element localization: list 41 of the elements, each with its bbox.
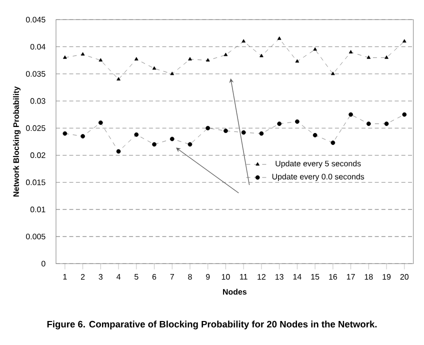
point: [260, 54, 264, 58]
point: [242, 39, 246, 43]
point: [348, 112, 353, 117]
point: [295, 59, 300, 63]
point: [366, 55, 371, 59]
point: [402, 39, 406, 43]
point: [384, 55, 388, 59]
point: [152, 66, 156, 70]
point: [277, 36, 282, 40]
point: [313, 47, 317, 51]
point: [188, 142, 192, 147]
point: [170, 136, 174, 142]
point: [134, 132, 139, 137]
point: [63, 55, 67, 59]
point: [206, 58, 210, 62]
point: [331, 72, 335, 76]
caption: Figure 6. Comparative of Blocking Probability for 20 Nodes in the Network.: [47, 320, 377, 330]
point: [348, 50, 353, 54]
point: [384, 122, 389, 126]
point: [259, 131, 264, 136]
point: [366, 122, 371, 126]
point: [224, 128, 228, 134]
point: [170, 72, 174, 76]
point: [188, 57, 192, 60]
point: [206, 126, 210, 130]
point: [152, 142, 156, 147]
point: [241, 130, 246, 135]
point: [277, 122, 282, 126]
point: [98, 58, 103, 62]
point: [330, 140, 336, 145]
point: [224, 52, 228, 56]
point: [116, 77, 120, 81]
point: [80, 52, 85, 56]
point: [62, 131, 68, 136]
point: [312, 132, 318, 138]
point: [98, 120, 103, 125]
point: [295, 119, 300, 124]
point: [80, 134, 85, 138]
point: [402, 112, 407, 117]
point: [134, 57, 138, 60]
point: [116, 149, 121, 154]
